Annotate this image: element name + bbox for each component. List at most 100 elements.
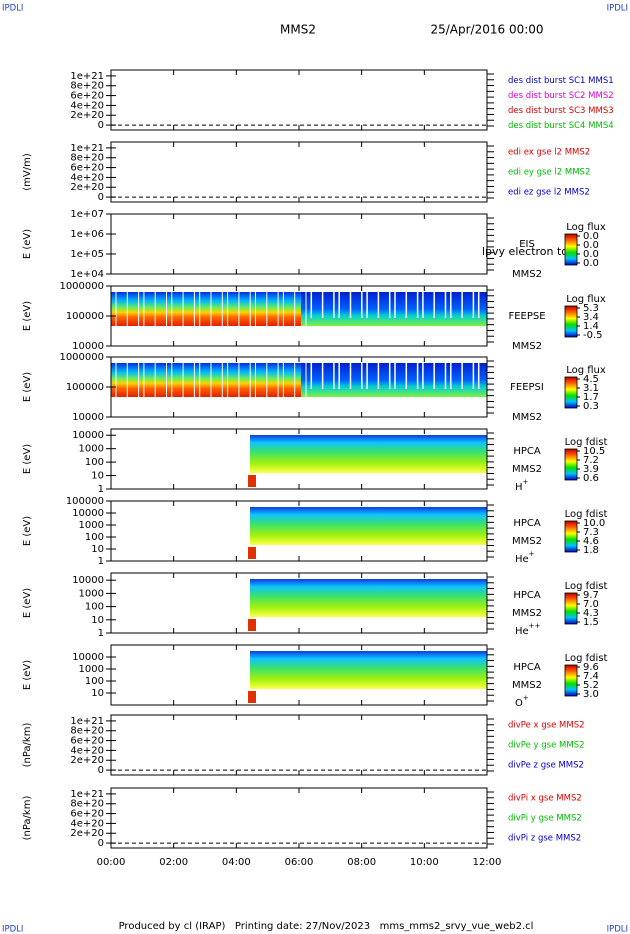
instrument-label: MMS2 bbox=[512, 536, 542, 547]
legend-entry: divPi y gse MMS2 bbox=[508, 814, 582, 824]
colorbar-label: Log fdist bbox=[565, 437, 608, 448]
colorbar-tick-label: 0.0 bbox=[583, 258, 599, 269]
colorbar bbox=[564, 305, 578, 338]
y-tick-label: 2e+20 bbox=[70, 828, 104, 839]
y-tick-label: 100 bbox=[85, 457, 104, 468]
legend-entry: edi ex gse l2 MMS2 bbox=[508, 148, 590, 158]
y-tick-label: 1000 bbox=[79, 444, 104, 455]
colorbar bbox=[564, 664, 578, 697]
colorbar-label: Log flux bbox=[566, 294, 606, 305]
y-tick-label: 1000 bbox=[79, 520, 104, 531]
logo: IPDLI bbox=[2, 925, 23, 934]
y-tick-label: 8e+20 bbox=[70, 726, 104, 737]
colorbar bbox=[564, 520, 578, 553]
colorbar-tick-label: 10.5 bbox=[583, 446, 605, 457]
colorbar-tick-label: 5.3 bbox=[583, 303, 599, 314]
y-tick-label: 100000 bbox=[66, 382, 104, 393]
x-tick-label: 04:00 bbox=[222, 857, 251, 868]
y-axis-label: (nPa/km) bbox=[22, 796, 33, 841]
legend-entry: edi ey gse l2 MMS2 bbox=[508, 168, 590, 178]
colorbar-tick-label: -0.5 bbox=[583, 330, 603, 341]
y-axis-label: (nPa/km) bbox=[22, 723, 33, 768]
colorbar-tick-label: 3.4 bbox=[583, 312, 599, 323]
y-axis-label: E (eV) bbox=[22, 444, 33, 474]
y-tick-label: 1e+05 bbox=[70, 249, 104, 260]
colorbar bbox=[564, 592, 578, 625]
spectrogram bbox=[248, 547, 256, 559]
colorbar-label: Log fdist bbox=[565, 653, 608, 664]
y-tick-label: 6e+20 bbox=[70, 736, 104, 747]
colorbar-tick-label: 1.4 bbox=[583, 321, 599, 332]
spectrogram bbox=[301, 363, 487, 397]
colorbar-tick-label: 7.3 bbox=[583, 527, 599, 538]
colorbar-tick-label: 9.7 bbox=[583, 590, 599, 601]
y-tick-label: 10 bbox=[91, 688, 104, 699]
ion-base: He bbox=[515, 554, 529, 565]
x-tick-label: 00:00 bbox=[97, 857, 126, 868]
y-tick-label: 2e+20 bbox=[70, 755, 104, 766]
y-tick-label: 6e+20 bbox=[70, 91, 104, 102]
y-tick-label: 2e+20 bbox=[70, 182, 104, 193]
instrument-label: EIS bbox=[519, 239, 535, 250]
title: MMS2 bbox=[280, 23, 316, 37]
legend-entry: divPe x gse MMS2 bbox=[508, 721, 585, 731]
colorbar-tick-label: 0.0 bbox=[583, 240, 599, 251]
footer: Produced by cl (IRAP) Printing date: 27/… bbox=[119, 921, 534, 932]
y-tick-label: 100000 bbox=[66, 311, 104, 322]
y-tick-label: 1e+21 bbox=[70, 789, 104, 800]
y-axis-label: E (eV) bbox=[22, 660, 33, 690]
colorbar-tick-label: 3.1 bbox=[583, 383, 599, 394]
plot-frame bbox=[110, 141, 488, 203]
y-tick-label: 0 bbox=[98, 120, 104, 131]
ion-label: O+ bbox=[515, 694, 529, 709]
colorbar bbox=[564, 233, 578, 266]
colorbar-tick-label: 1.8 bbox=[583, 545, 599, 556]
y-tick-label: 1 bbox=[98, 556, 104, 567]
y-axis-label: E (eV) bbox=[22, 372, 33, 402]
y-tick-label: 1e+21 bbox=[70, 71, 104, 82]
legend-entry: divPi x gse MMS2 bbox=[508, 794, 582, 804]
date: 25/Apr/2016 00:00 bbox=[430, 23, 543, 37]
ion-base: He bbox=[515, 626, 529, 637]
y-axis-label: E (eV) bbox=[22, 516, 33, 546]
y-tick-label: 10000 bbox=[72, 508, 104, 519]
x-tick-label: 02:00 bbox=[159, 857, 188, 868]
colorbar-tick-label: 5.2 bbox=[583, 680, 599, 691]
spectrogram bbox=[111, 292, 301, 326]
legend-entry: des dist burst SC2 MMS2 bbox=[508, 91, 614, 101]
y-tick-label: 100 bbox=[85, 532, 104, 543]
y-tick-label: 10000 bbox=[72, 341, 104, 352]
y-tick-label: 10 bbox=[91, 615, 104, 626]
instrument-label: MMS2 bbox=[512, 464, 542, 475]
ion-label: He++ bbox=[515, 622, 541, 637]
spectrogram bbox=[248, 475, 256, 487]
legend-entry: divPe z gse MMS2 bbox=[508, 761, 584, 771]
y-tick-label: 10 bbox=[91, 544, 104, 555]
colorbar-tick-label: 4.3 bbox=[583, 608, 599, 619]
instrument-label: MMS2 bbox=[512, 608, 542, 619]
legend-entry: des dist burst SC4 MMS4 bbox=[508, 121, 614, 131]
colorbar bbox=[564, 376, 578, 409]
x-tick-label: 08:00 bbox=[347, 857, 376, 868]
y-tick-label: 10000 bbox=[72, 412, 104, 423]
y-tick-label: 0 bbox=[98, 765, 104, 776]
colorbar-tick-label: 4.6 bbox=[583, 536, 599, 547]
spectrogram bbox=[248, 619, 256, 631]
colorbar-tick-label: 0.6 bbox=[583, 473, 599, 484]
instrument-label: MMS2 bbox=[512, 680, 542, 691]
y-tick-label: 4e+20 bbox=[70, 818, 104, 829]
y-axis-label: (mV/m) bbox=[22, 153, 33, 191]
legend-entry: des dist burst SC3 MMS3 bbox=[508, 106, 614, 116]
colorbar-tick-label: 3.0 bbox=[583, 689, 599, 700]
colorbar-tick-label: 4.5 bbox=[583, 374, 599, 385]
spectrogram bbox=[250, 651, 487, 689]
logo: IPDLI bbox=[607, 925, 628, 934]
ion-charge: + bbox=[529, 550, 535, 558]
instrument-label: HPCA bbox=[513, 590, 541, 601]
colorbar-tick-label: 7.4 bbox=[583, 671, 599, 682]
colorbar-tick-label: 0.0 bbox=[583, 249, 599, 260]
colorbar-tick-label: 1.7 bbox=[583, 392, 599, 403]
colorbar-label: Log flux bbox=[566, 222, 606, 233]
y-axis-label: E (eV) bbox=[22, 229, 33, 259]
legend-entry: edi ez gse l2 MMS2 bbox=[508, 188, 590, 198]
